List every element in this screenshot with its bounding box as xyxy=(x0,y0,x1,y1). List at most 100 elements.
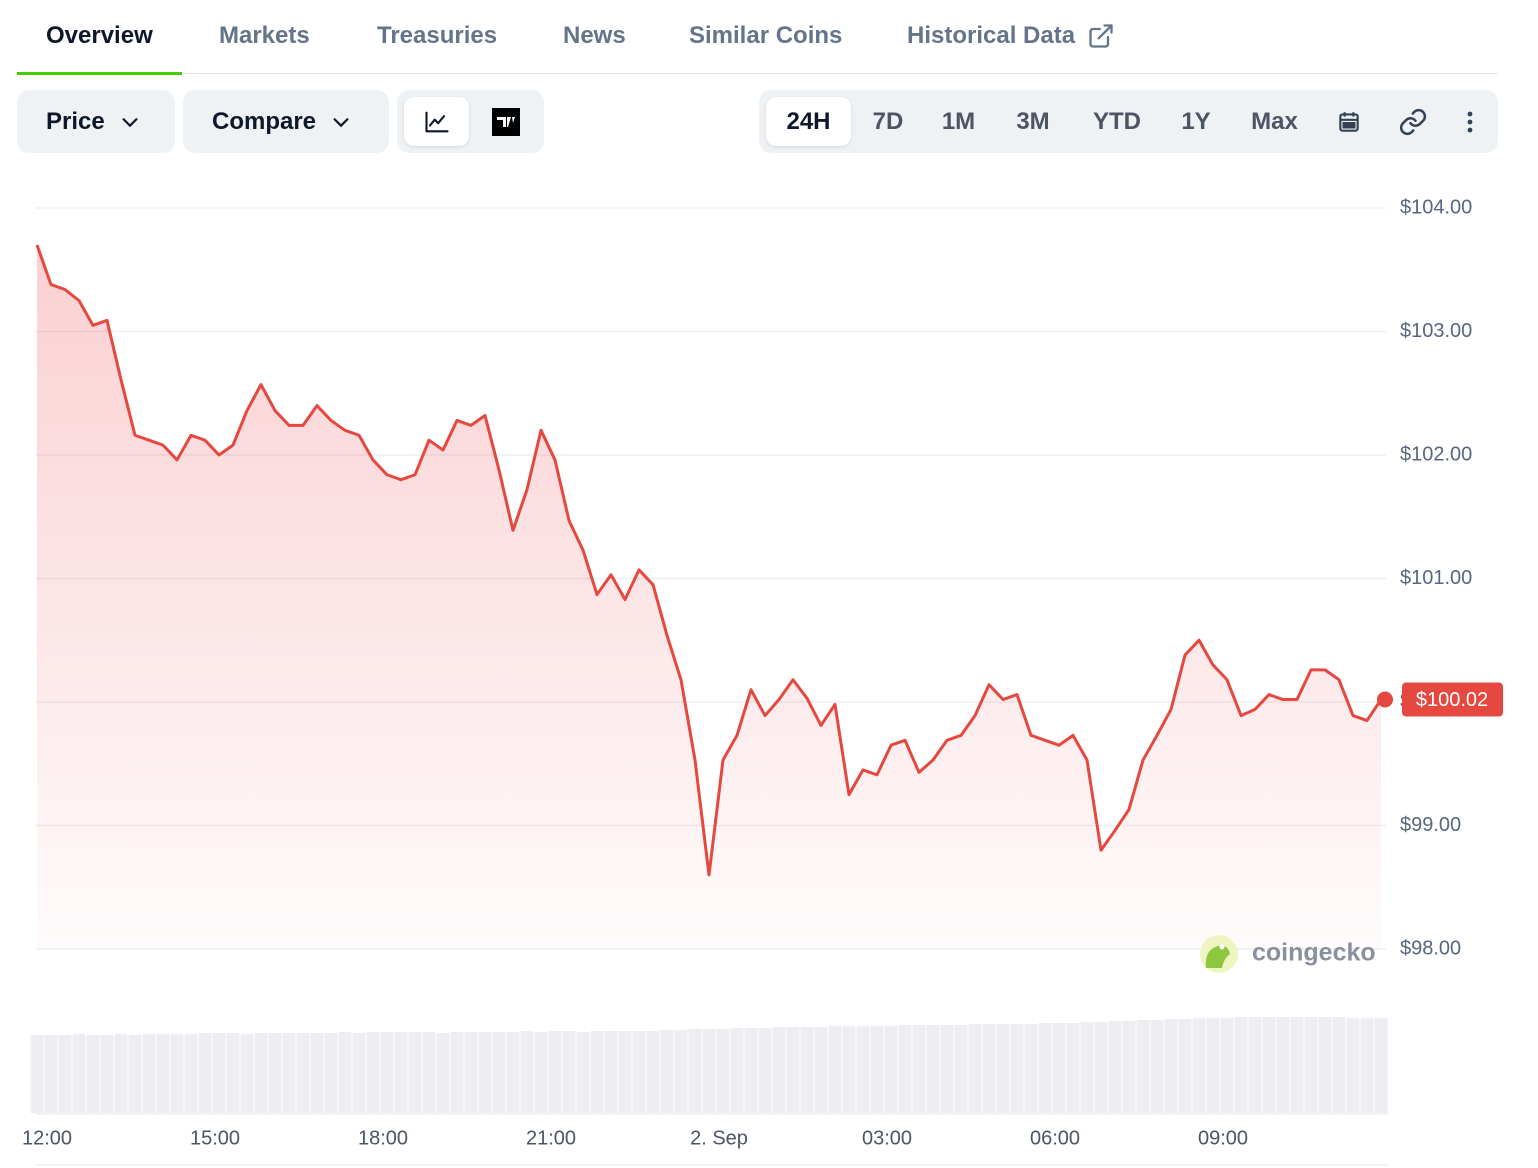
y-tick-label: $101.00 xyxy=(1400,567,1472,589)
tab-label: Similar Coins xyxy=(689,22,843,49)
chevron-icon xyxy=(122,117,138,127)
x-tick-label: 15:00 xyxy=(190,1127,240,1149)
volume-bar xyxy=(352,1033,366,1113)
volume-bar xyxy=(212,1033,226,1113)
tradingview-button[interactable] xyxy=(473,97,538,146)
volume-bar xyxy=(408,1032,422,1113)
volume-bar xyxy=(1094,1022,1108,1113)
share-link-button[interactable] xyxy=(1388,97,1438,146)
volume-bar xyxy=(1080,1022,1094,1113)
volume-bar xyxy=(618,1031,632,1113)
range-button[interactable]: 1M xyxy=(941,107,976,135)
x-tick-label: 03:00 xyxy=(862,1127,912,1149)
volume-bar xyxy=(786,1027,800,1113)
volume-bar xyxy=(450,1032,464,1113)
volume-bar xyxy=(660,1030,674,1113)
volume-bar xyxy=(870,1026,884,1113)
volume-bar xyxy=(1038,1023,1052,1113)
tab[interactable]: Overview xyxy=(17,0,182,75)
volume-bar xyxy=(1234,1017,1248,1113)
plot: $100.02 xyxy=(35,244,1503,950)
volume-bar xyxy=(1150,1020,1164,1113)
line-chart-icon xyxy=(424,111,449,132)
volume-bar xyxy=(268,1033,282,1113)
volume-bar xyxy=(1262,1017,1276,1113)
watermark: coingecko xyxy=(1200,935,1376,973)
volume-bar xyxy=(954,1025,968,1113)
volume-bar xyxy=(604,1031,618,1113)
chart-type-group xyxy=(397,90,544,153)
volume-bar xyxy=(226,1033,240,1113)
volume-bar xyxy=(562,1031,576,1113)
volume-bar xyxy=(492,1032,506,1113)
volume-bar xyxy=(772,1027,786,1113)
volume-bar xyxy=(1010,1024,1024,1113)
range-button[interactable]: YTD xyxy=(1093,107,1141,135)
volume-bar xyxy=(1052,1023,1066,1113)
x-tick-label: 06:00 xyxy=(1030,1127,1080,1149)
chevron-icon xyxy=(333,117,349,127)
tab-label: Historical Data xyxy=(907,22,1076,49)
x-tick-label: 21:00 xyxy=(526,1127,576,1149)
tab[interactable]: Markets xyxy=(190,0,339,75)
x-tick-label: 2. Sep xyxy=(690,1127,748,1149)
tradingview-icon xyxy=(491,107,520,136)
volume-bar xyxy=(366,1032,380,1113)
volume-bar xyxy=(394,1032,408,1113)
volume-bar xyxy=(730,1028,744,1113)
tab[interactable]: Treasuries xyxy=(348,0,526,75)
price-label-bg xyxy=(1402,682,1503,717)
volume-bar xyxy=(968,1024,982,1113)
last-price-dot xyxy=(1377,691,1393,708)
y-tick-label: $98.00 xyxy=(1400,937,1461,959)
x-tick-label: 12:00 xyxy=(22,1127,72,1149)
volume-bar xyxy=(1304,1017,1318,1113)
compare-dropdown[interactable]: Compare xyxy=(183,90,389,153)
range-button[interactable]: Max xyxy=(1251,107,1298,135)
line-chart-button[interactable] xyxy=(404,97,469,146)
range-button[interactable]: 24H xyxy=(766,97,851,146)
y-tick-label: $99.00 xyxy=(1400,814,1461,836)
link-icon xyxy=(1399,108,1427,135)
volume-bar xyxy=(940,1025,954,1113)
range-button[interactable]: 3M xyxy=(1016,107,1050,135)
volume-bar xyxy=(1164,1019,1178,1113)
volume-bar xyxy=(912,1025,926,1113)
volume-bar xyxy=(310,1033,324,1113)
volume-bar xyxy=(590,1031,604,1113)
more-button[interactable] xyxy=(1450,97,1490,146)
price-label: $100.02 xyxy=(1416,689,1488,711)
volume-bar xyxy=(100,1035,114,1113)
tab[interactable]: News xyxy=(534,0,655,75)
dropdown-label: Price xyxy=(46,107,105,135)
volume-bar xyxy=(898,1025,912,1113)
volume-bar xyxy=(422,1032,436,1113)
volume-bar xyxy=(30,1035,44,1113)
volume-bar xyxy=(1206,1018,1220,1113)
volume-bar xyxy=(1276,1017,1290,1113)
range-button[interactable]: 7D xyxy=(872,107,904,135)
watermark-text: coingecko xyxy=(1252,939,1376,967)
volume-bar xyxy=(1136,1020,1150,1113)
tab[interactable]: Similar Coins xyxy=(660,0,871,75)
range-button[interactable]: 1Y xyxy=(1181,107,1211,135)
tab-label: Markets xyxy=(219,22,310,49)
tab[interactable]: Historical Data xyxy=(878,0,1144,75)
volume-bar xyxy=(1066,1023,1080,1113)
volume-bar xyxy=(338,1032,352,1113)
volume-bar xyxy=(324,1033,338,1113)
volume-bar xyxy=(688,1029,702,1113)
volume-bar xyxy=(632,1031,646,1113)
volume-bar xyxy=(884,1026,898,1113)
tab-label: News xyxy=(563,22,626,49)
tab-label: Overview xyxy=(46,22,153,49)
x-axis: 12:00 15:00 18:00 21:00 2. Sep 03:00 06:00 09:0… xyxy=(22,1127,1248,1149)
price-dropdown[interactable]: Price xyxy=(17,90,175,153)
x-tick-label: 09:00 xyxy=(1198,1127,1248,1149)
watermark-logo-gecko xyxy=(1205,945,1230,968)
volume-bar xyxy=(170,1034,184,1113)
calendar-button[interactable] xyxy=(1324,97,1374,146)
range-group: 24H 7D 1M 3M YTD 1Y Max xyxy=(759,90,1498,153)
volume-bar xyxy=(184,1034,198,1113)
volume-bar xyxy=(758,1028,772,1113)
